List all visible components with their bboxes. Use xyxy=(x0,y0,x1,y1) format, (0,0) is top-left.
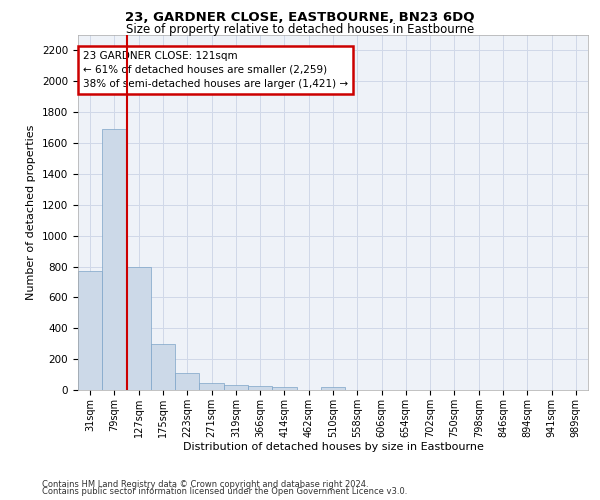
Bar xyxy=(127,266,151,390)
Bar xyxy=(321,387,345,390)
Text: 23, GARDNER CLOSE, EASTBOURNE, BN23 6DQ: 23, GARDNER CLOSE, EASTBOURNE, BN23 6DQ xyxy=(125,11,475,24)
Text: Contains public sector information licensed under the Open Government Licence v3: Contains public sector information licen… xyxy=(42,487,407,496)
Bar xyxy=(248,386,272,390)
Bar xyxy=(102,129,127,390)
Bar xyxy=(272,387,296,390)
Text: 23 GARDNER CLOSE: 121sqm
← 61% of detached houses are smaller (2,259)
38% of sem: 23 GARDNER CLOSE: 121sqm ← 61% of detach… xyxy=(83,51,348,89)
Bar xyxy=(175,373,199,390)
Bar xyxy=(151,344,175,390)
Text: Distribution of detached houses by size in Eastbourne: Distribution of detached houses by size … xyxy=(182,442,484,452)
Text: Contains HM Land Registry data © Crown copyright and database right 2024.: Contains HM Land Registry data © Crown c… xyxy=(42,480,368,489)
Bar xyxy=(78,271,102,390)
Bar xyxy=(199,383,224,390)
Y-axis label: Number of detached properties: Number of detached properties xyxy=(26,125,37,300)
Bar xyxy=(224,386,248,390)
Text: Size of property relative to detached houses in Eastbourne: Size of property relative to detached ho… xyxy=(126,22,474,36)
